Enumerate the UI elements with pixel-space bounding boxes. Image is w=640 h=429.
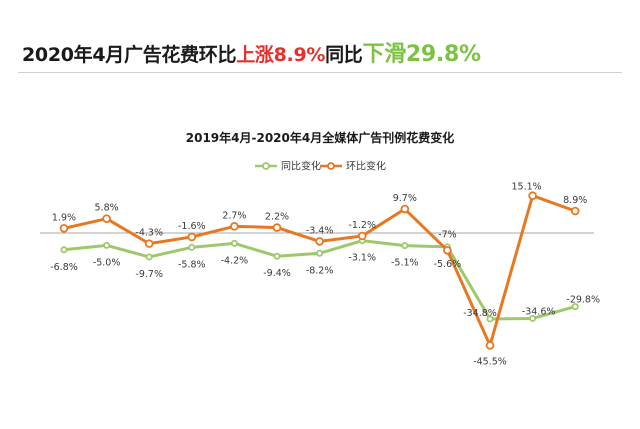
data-label: 2.2% (265, 212, 289, 223)
headline-divider (18, 72, 622, 73)
series-1 (60, 237, 579, 323)
data-point (357, 231, 367, 241)
data-point (230, 222, 239, 231)
data-label: -9.7% (135, 269, 163, 280)
data-label: 1.9% (52, 212, 76, 223)
data-point (571, 303, 579, 311)
data-label: -5.8% (178, 259, 206, 270)
data-label: -1.6% (178, 221, 206, 232)
legend-label-1: 同比变化 (281, 160, 321, 173)
data-point (570, 206, 580, 216)
data-point (401, 242, 409, 250)
data-point (400, 204, 410, 214)
data-label: -4.2% (221, 255, 249, 266)
data-labels-2: 1.9% 5.8% -4.3% -1.6% 2.7% 2.2% -3.4% -1.2% 9.7%… (52, 182, 587, 368)
data-point (60, 246, 68, 254)
data-label: -45.5% (473, 356, 507, 367)
data-label: -8.2% (306, 265, 334, 276)
data-point (188, 243, 196, 251)
headline-up: 上涨8.9% (236, 44, 326, 66)
data-label: -1.2% (348, 220, 376, 231)
data-point (315, 237, 324, 246)
data-point (103, 241, 111, 249)
headline-down: 下滑29.8% (362, 42, 482, 67)
chart-title: 2019年4月-2020年4月全媒体广告刊例花费变化 (186, 130, 454, 145)
data-point (272, 223, 282, 232)
data-label: -6.8% (50, 262, 78, 273)
data-label: -3.4% (306, 225, 334, 236)
data-label: -4.3% (135, 228, 163, 239)
data-label: 2.7% (222, 210, 246, 221)
legend-marker-2 (327, 162, 335, 170)
series-2 (59, 191, 580, 350)
data-label: -5.6% (434, 259, 462, 270)
data-label: 8.9% (563, 195, 587, 206)
data-point (187, 232, 197, 242)
data-point (145, 253, 153, 261)
data-label: 15.1% (512, 182, 542, 193)
legend-label-2: 环比变化 (346, 160, 386, 173)
headline: 2020年4月广告花费环比上涨8.9%同比下滑29.8% (22, 36, 481, 68)
data-label: 5.8% (95, 203, 119, 214)
data-label: -34.6% (522, 306, 556, 317)
data-labels-1: -6.8% -5.0% -9.7% -5.8% -4.2% -9.4% -8.2% -3.1%… (50, 253, 600, 319)
data-label: -5.0% (93, 257, 121, 268)
data-point (230, 239, 238, 247)
headline-part3: 同比 (325, 44, 363, 66)
data-point (529, 314, 537, 322)
legend-marker-1 (262, 162, 270, 170)
headline-part1: 2020年4月广告花费环比 (22, 44, 237, 66)
data-point (316, 249, 324, 257)
data-label: -34.8% (463, 308, 497, 319)
data-point (486, 315, 494, 323)
data-point (485, 341, 495, 350)
data-point (443, 245, 452, 255)
data-label: -9.4% (263, 268, 291, 279)
data-point (102, 214, 111, 223)
data-point (273, 252, 281, 260)
chart-legend: 同比变化 环比变化 (255, 160, 386, 173)
chart-plot: -6.8% -5.0% -9.7% -5.8% -4.2% -9.4% -8.2% -3.1%… (50, 182, 600, 368)
data-label: -7% (438, 229, 457, 240)
data-point (144, 239, 154, 248)
data-label: 9.7% (393, 193, 417, 204)
data-label: -3.1% (348, 253, 376, 264)
data-point (59, 224, 69, 233)
data-point (528, 191, 537, 201)
data-label: -29.8% (566, 295, 600, 306)
data-label: -5.1% (391, 258, 419, 269)
